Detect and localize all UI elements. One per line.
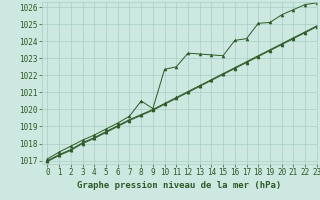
X-axis label: Graphe pression niveau de la mer (hPa): Graphe pression niveau de la mer (hPa) (77, 181, 281, 190)
